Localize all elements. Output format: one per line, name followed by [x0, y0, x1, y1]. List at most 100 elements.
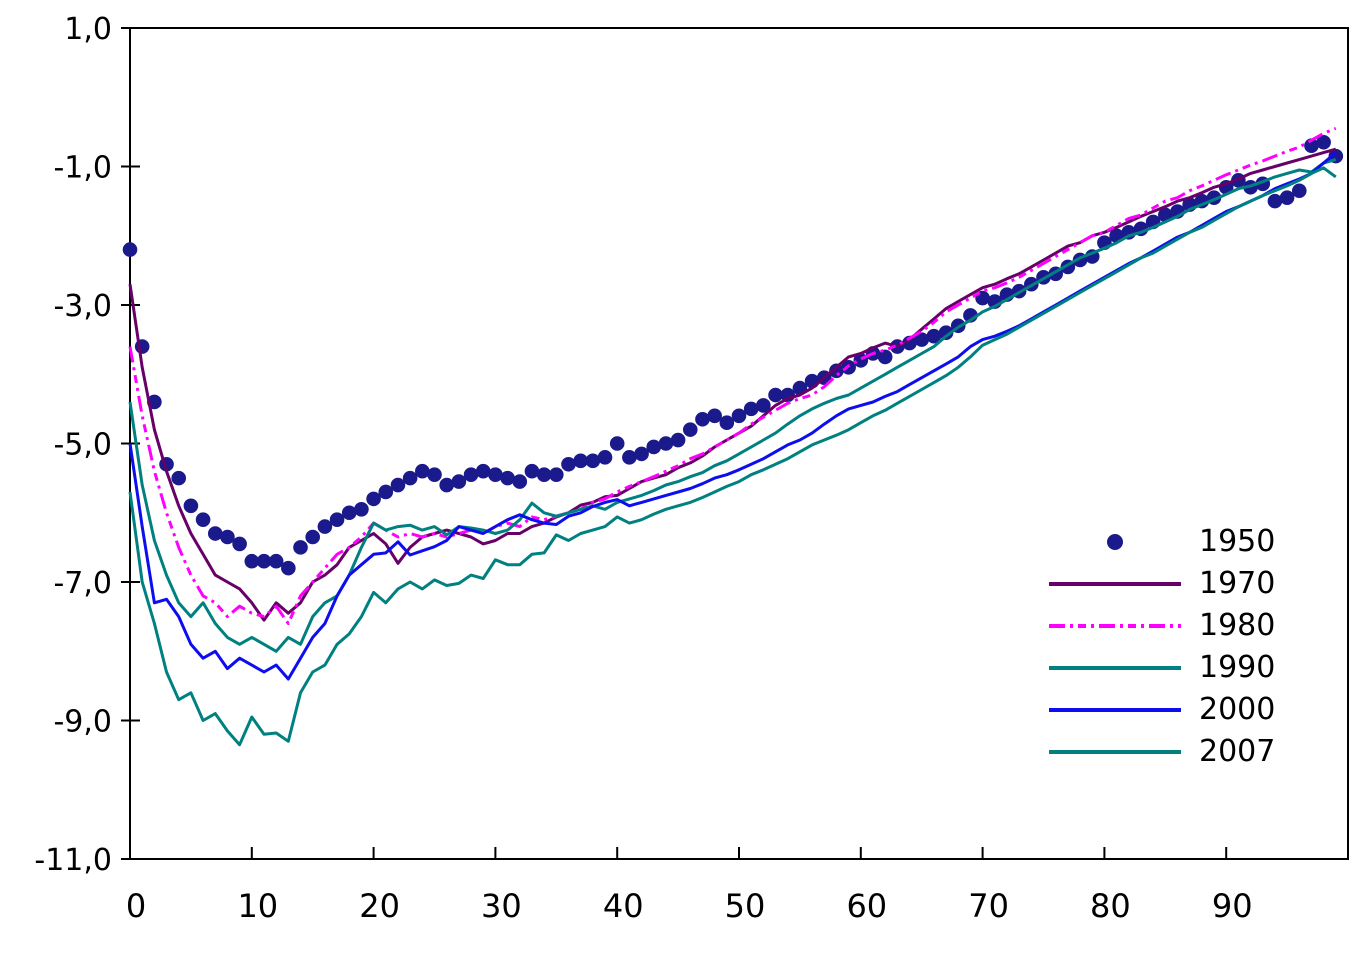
data-point-1950	[244, 553, 260, 569]
data-point-1950	[682, 422, 698, 437]
data-point-1950	[768, 387, 783, 403]
legend-label-1990: 1990	[1199, 650, 1276, 685]
data-point-1950	[317, 519, 333, 534]
data-point-1950	[609, 436, 625, 451]
data-point-1950	[122, 242, 138, 257]
legend-label-1970: 1970	[1199, 566, 1276, 601]
data-point-1950	[622, 450, 637, 465]
y-tick-label: -3,0	[53, 289, 112, 324]
data-point-1950	[268, 553, 284, 569]
data-point-1950	[427, 467, 442, 482]
x-tick-label: 40	[603, 887, 644, 925]
legend-item-2007: 2007	[1045, 731, 1275, 773]
data-point-1950	[743, 401, 759, 417]
data-point-1950	[914, 332, 929, 347]
data-point-1950	[585, 453, 601, 469]
x-tick-label: 30	[481, 887, 522, 925]
data-point-1950	[634, 446, 649, 462]
legend-marker-1980-dashed-line-icon	[1045, 624, 1185, 628]
data-point-1950	[463, 467, 479, 482]
data-point-1950	[670, 432, 686, 448]
series-line-1990	[128, 158, 1337, 653]
legend-item-1990: 1990	[1045, 647, 1275, 689]
x-tick-label: 50	[725, 887, 766, 925]
data-point-1950	[329, 512, 345, 527]
y-tick-label: -1,0	[53, 151, 112, 186]
x-tick-label: 10	[237, 887, 278, 925]
data-point-1950	[366, 491, 381, 507]
y-tick-label: -9,0	[53, 705, 112, 740]
data-point-1950	[597, 450, 613, 465]
data-point-1950	[1291, 183, 1307, 199]
legend-marker-2007-line-icon	[1045, 750, 1185, 754]
data-point-1950	[232, 536, 247, 552]
data-point-1950	[938, 325, 954, 341]
data-point-1950	[207, 526, 223, 541]
legend-marker-1990-line-icon	[1045, 666, 1185, 670]
x-tick-label: 90	[1212, 887, 1253, 925]
data-point-1950	[926, 328, 942, 344]
legend-label-1980: 1980	[1199, 608, 1276, 643]
data-point-1950	[488, 467, 503, 482]
data-point-1950	[512, 474, 528, 489]
series-line-1970	[128, 147, 1337, 622]
x-tick-label: 0	[126, 887, 146, 925]
data-point-1950	[877, 349, 893, 365]
data-point-1950	[305, 529, 321, 545]
data-point-1950	[281, 560, 296, 576]
x-tick-label: 70	[968, 887, 1009, 925]
data-point-1950	[402, 470, 418, 486]
legend: 1950 1970 1980 1990 2000 2007	[1045, 521, 1275, 773]
legend-item-1980: 1980	[1045, 605, 1275, 647]
series-line-2007	[128, 166, 1337, 747]
data-point-1950	[756, 398, 771, 413]
data-point-1950	[561, 456, 576, 472]
legend-item-1970: 1970	[1045, 563, 1275, 605]
legend-label-2000: 2000	[1199, 692, 1276, 727]
data-point-1950	[695, 411, 710, 427]
y-tick-label: -11,0	[34, 843, 112, 878]
data-point-1950	[536, 467, 552, 482]
data-point-1950	[1279, 190, 1295, 205]
data-point-1950	[707, 408, 722, 424]
legend-item-2000: 2000	[1045, 689, 1275, 731]
x-tick-label: 60	[846, 887, 887, 925]
data-point-1950	[646, 439, 662, 455]
data-point-1950	[171, 470, 187, 486]
series-line-1980	[128, 127, 1337, 625]
y-tick-label: -5,0	[53, 428, 112, 463]
legend-label-1950: 1950	[1199, 524, 1276, 559]
data-point-1950	[293, 540, 308, 555]
data-point-1950	[390, 477, 406, 493]
data-point-1950	[183, 498, 199, 514]
data-point-1950	[415, 463, 430, 479]
data-point-1950	[451, 474, 467, 489]
data-point-1950	[902, 335, 917, 351]
x-tick-label: 20	[359, 887, 400, 925]
y-tick-label: -7,0	[53, 566, 112, 601]
data-point-1950	[378, 484, 394, 500]
data-point-1950	[341, 505, 357, 521]
data-point-1950	[1304, 138, 1319, 154]
data-point-1950	[500, 470, 515, 486]
y-tick-label: 1,0	[64, 12, 112, 47]
data-point-1950	[475, 463, 491, 479]
legend-marker-1970-line-icon	[1045, 582, 1185, 586]
legend-label-2007: 2007	[1199, 734, 1276, 769]
data-point-1950	[1267, 193, 1283, 209]
data-point-1950	[220, 529, 235, 545]
data-point-1950	[256, 553, 272, 569]
data-point-1950	[439, 477, 454, 493]
data-point-1950	[195, 512, 211, 527]
data-point-1950	[731, 408, 747, 424]
legend-marker-1950-dot-icon	[1045, 534, 1185, 550]
series-dots-1950	[122, 134, 1344, 576]
data-point-1950	[524, 463, 540, 479]
data-point-1950	[1316, 134, 1331, 150]
legend-marker-2000-line-icon	[1045, 708, 1185, 712]
x-tick-label: 80	[1090, 887, 1131, 925]
data-point-1950	[719, 415, 735, 431]
data-point-1950	[573, 453, 588, 469]
